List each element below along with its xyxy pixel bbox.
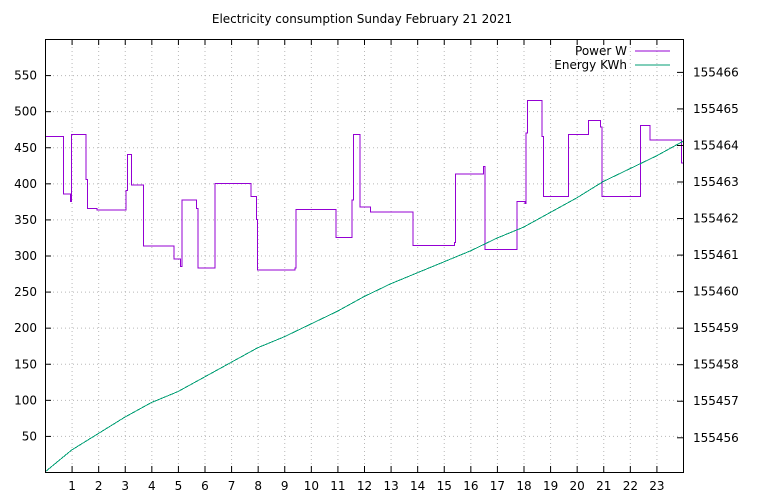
series-line-energy <box>44 140 684 473</box>
x-tick-label: 4 <box>148 479 156 493</box>
x-tick-label: 15 <box>437 479 452 493</box>
y-left-tick-label: 250 <box>14 285 37 299</box>
x-tick-label: 22 <box>623 479 638 493</box>
y-right-tick-label: 155465 <box>693 102 739 116</box>
grid <box>45 39 683 472</box>
x-tick-label: 2 <box>95 479 103 493</box>
y-left-tick-label: 550 <box>14 69 37 83</box>
x-tick-label: 17 <box>490 479 505 493</box>
y-left-tick-label: 500 <box>14 105 37 119</box>
series-line-power <box>45 99 683 271</box>
y-right-tick-label: 155463 <box>693 175 739 189</box>
y-left-tick-label: 350 <box>14 213 37 227</box>
x-tick-label: 6 <box>201 479 209 493</box>
y-right-tick-label: 155460 <box>693 285 739 299</box>
chart-title: Electricity consumption Sunday February … <box>212 12 512 26</box>
x-tick-label: 7 <box>228 479 236 493</box>
x-tick-label: 21 <box>596 479 611 493</box>
x-tick-label: 23 <box>649 479 664 493</box>
x-tick-label: 12 <box>357 479 372 493</box>
y-left-tick-label: 200 <box>14 321 37 335</box>
y-right-tick-label: 155459 <box>693 321 739 335</box>
x-tick-label: 5 <box>175 479 183 493</box>
x-tick-label: 9 <box>281 479 289 493</box>
x-tick-label: 8 <box>254 479 262 493</box>
y-left-tick-label: 50 <box>22 429 37 443</box>
series-layer <box>44 99 684 473</box>
y-left-tick-label: 100 <box>14 393 37 407</box>
ticks: 1 2 3 4 5 6 7 8 9 10 11 12 13 14 15 16 17 18 19 20 21 22 23501… <box>14 39 739 493</box>
x-tick-label: 10 <box>304 479 319 493</box>
y-right-tick-label: 155466 <box>693 65 739 79</box>
legend: Power W Energy KWh <box>554 44 670 72</box>
y-right-tick-label: 155457 <box>693 394 739 408</box>
x-tick-label: 3 <box>121 479 129 493</box>
legend-label-energy: Energy KWh <box>554 58 627 72</box>
x-tick-label: 1 <box>68 479 76 493</box>
x-tick-label: 11 <box>330 479 345 493</box>
y-left-tick-label: 300 <box>14 249 37 263</box>
y-right-tick-label: 155462 <box>693 212 739 226</box>
y-right-tick-label: 155461 <box>693 248 739 262</box>
x-tick-label: 13 <box>383 479 398 493</box>
x-tick-label: 16 <box>463 479 478 493</box>
x-tick-label: 20 <box>570 479 585 493</box>
y-left-tick-label: 400 <box>14 177 37 191</box>
y-right-tick-label: 155464 <box>693 138 739 152</box>
legend-label-power: Power W <box>575 44 627 58</box>
x-tick-label: 14 <box>410 479 425 493</box>
x-tick-label: 18 <box>516 479 531 493</box>
y-left-tick-label: 450 <box>14 141 37 155</box>
x-tick-label: 19 <box>543 479 558 493</box>
y-left-tick-label: 150 <box>14 357 37 371</box>
y-right-tick-label: 155458 <box>693 358 739 372</box>
y-right-tick-label: 155456 <box>693 431 739 445</box>
